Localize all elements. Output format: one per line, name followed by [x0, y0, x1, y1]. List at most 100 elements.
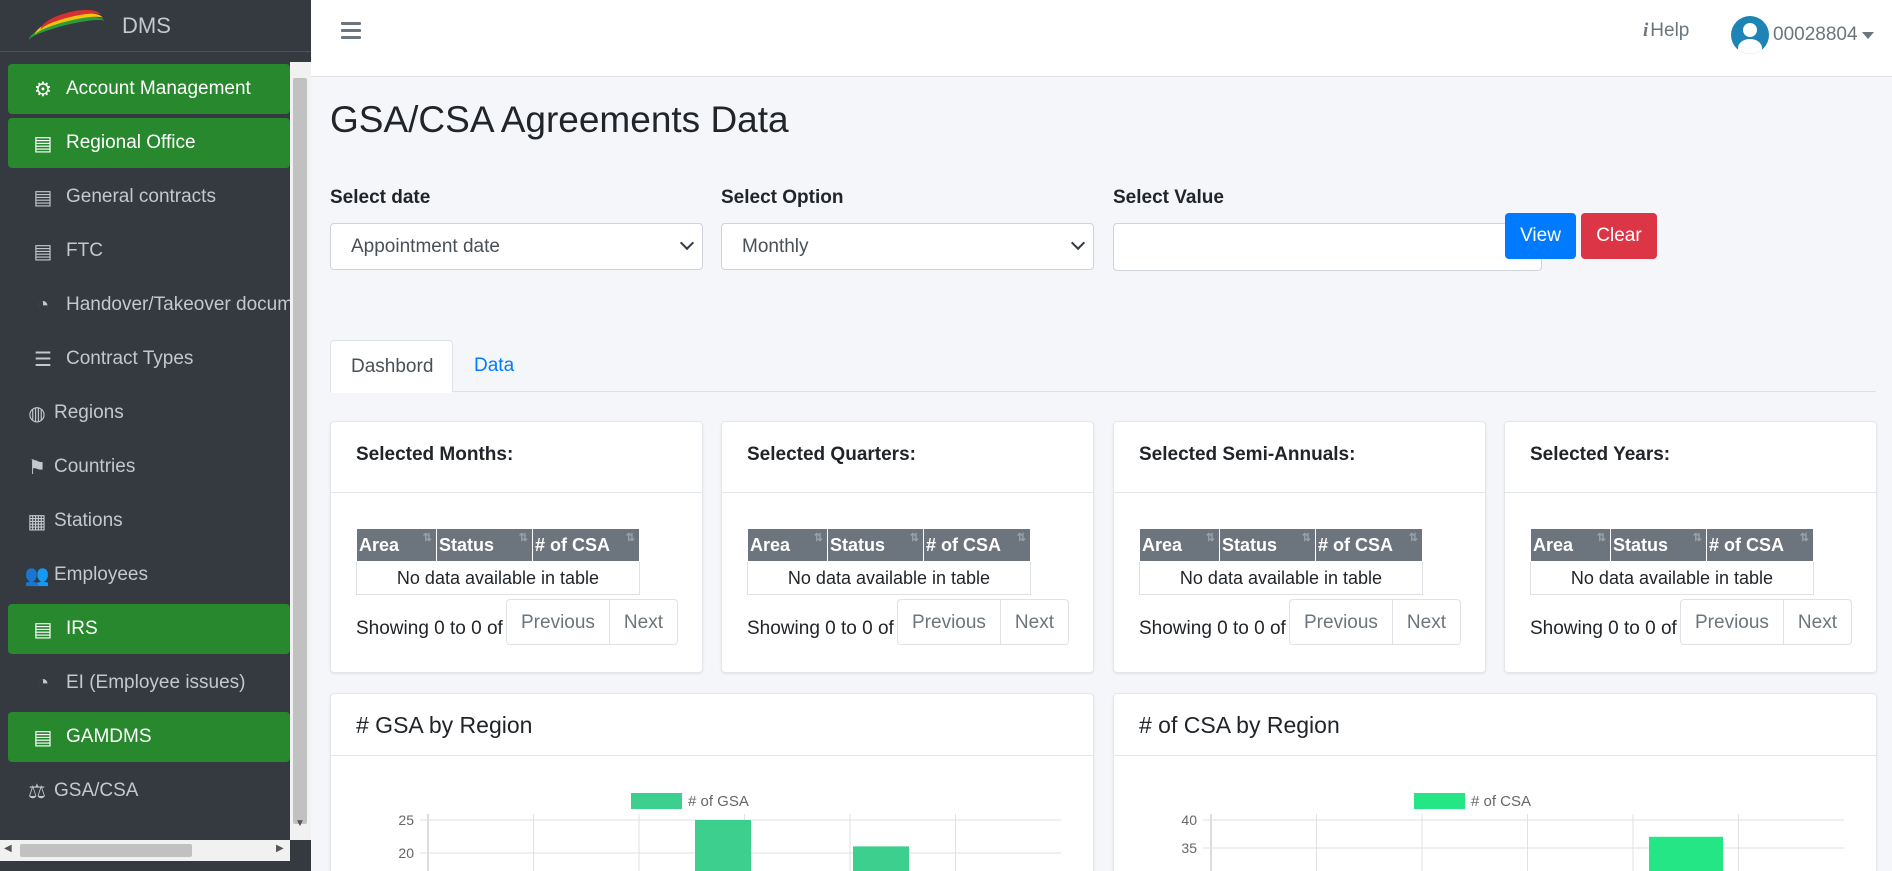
book-icon: ▤ [33, 240, 53, 263]
select-option-dropdown[interactable]: Monthly [721, 223, 1094, 270]
summary-table: Area ⇅ Status ⇅ # of CSA ⇅ No data availabl… [747, 528, 1031, 595]
column-header-area[interactable]: Area ⇅ [747, 528, 828, 562]
table-info: Showing 0 to 0 of 0 entries [356, 618, 526, 639]
next-button[interactable]: Next [1782, 600, 1851, 644]
sort-icon: ⇅ [1692, 532, 1702, 544]
sidebar-item-label: Handover/Takeover documents [66, 294, 290, 315]
column-header-status[interactable]: Status ⇅ [1219, 528, 1316, 562]
column-label: Area [750, 534, 791, 555]
sidebar-item-employees[interactable]: 👥 Employees [8, 550, 290, 600]
y-tick-label: 40 [1181, 812, 1197, 828]
column-header-area[interactable]: Area ⇅ [1139, 528, 1220, 562]
previous-button[interactable]: Previous [1304, 612, 1378, 633]
sidebar: DMS ⚙ Account Management ▤ Regional Office ▤… [0, 0, 311, 871]
sort-icon: ⇅ [422, 532, 432, 544]
help-link[interactable]: i Help [1643, 20, 1689, 42]
y-tick-label: 20 [398, 845, 414, 861]
sidebar-item-account-management[interactable]: ⚙ Account Management [8, 64, 290, 114]
sidebar-item-label: GSA/CSA [54, 780, 139, 801]
select-value-input[interactable] [1113, 223, 1542, 271]
column-header-area[interactable]: Area ⇅ [356, 528, 437, 562]
sidebar-nav: ⚙ Account Management ▤ Regional Office ▤ Gene… [0, 52, 311, 816]
sidebar-item-gamdms[interactable]: ▤ GAMDMS [8, 712, 290, 762]
summary-card: Selected Quarters: Area ⇅ Status ⇅ # of CS… [721, 421, 1094, 673]
user-menu[interactable]: 00028804 [1731, 16, 1874, 54]
sidebar-vertical-scrollbar[interactable]: ▼ [290, 62, 311, 840]
pagination: Previous Next [1289, 599, 1461, 645]
scroll-right-arrow-icon[interactable]: ▶ [276, 843, 284, 854]
sidebar-item-label: Regions [54, 402, 124, 423]
brand[interactable]: DMS [0, 0, 311, 52]
info-icon: i [1643, 20, 1649, 41]
clear-button[interactable]: Clear [1581, 213, 1657, 259]
previous-button[interactable]: Previous [912, 612, 986, 633]
column-label: Area [1142, 534, 1183, 555]
column-label: Area [359, 534, 400, 555]
gsa-chart-title: # GSA by Region [331, 694, 1093, 756]
gsa-by-region-chart: # of GSA 25 20 [398, 793, 1061, 871]
pagination: Previous Next [897, 599, 1069, 645]
sidebar-item-stations[interactable]: ▦ Stations [8, 496, 290, 546]
empty-table-message: No data available in table [747, 561, 1031, 595]
sidebar-item-regional-office[interactable]: ▤ Regional Office [8, 118, 290, 168]
column-header-status[interactable]: Status ⇅ [1610, 528, 1707, 562]
next-button[interactable]: Next [999, 600, 1068, 644]
table-info: Showing 0 to 0 of 0 entries [1530, 618, 1700, 639]
column-header-status[interactable]: Status ⇅ [436, 528, 533, 562]
summary-card: Selected Years: Area ⇅ Status ⇅ # of CSA ⇅ … [1504, 421, 1877, 673]
summary-table: Area ⇅ Status ⇅ # of CSA ⇅ No data availabl… [1530, 528, 1814, 595]
sidebar-horizontal-scrollbar[interactable]: ◀ ▶ [0, 840, 290, 861]
sidebar-item-countries[interactable]: ⚑ Countries [8, 442, 290, 492]
sidebar-item-label: FTC [66, 240, 103, 261]
column-header-area[interactable]: Area ⇅ [1530, 528, 1611, 562]
select-value-label: Select Value [1113, 187, 1224, 208]
menu-toggle-icon[interactable] [341, 22, 361, 40]
column-header-csa-count[interactable]: # of CSA ⇅ [532, 528, 640, 562]
brand-logo [24, 4, 108, 51]
balance-scale-icon: ⚖ [28, 780, 46, 803]
sidebar-item-contract-types[interactable]: ☰ Contract Types [8, 334, 290, 384]
column-header-status[interactable]: Status ⇅ [827, 528, 924, 562]
select-date-dropdown[interactable]: Appointment date [330, 223, 703, 270]
table-info: Showing 0 to 0 of 0 entries [1139, 618, 1309, 639]
sort-icon: ⇅ [1596, 532, 1606, 544]
sidebar-hscroll-thumb[interactable] [20, 844, 192, 857]
column-header-csa-count[interactable]: # of CSA ⇅ [1315, 528, 1423, 562]
sidebar-item-label: Regional Office [66, 132, 196, 153]
column-label: Area [1533, 534, 1574, 555]
column-header-csa-count[interactable]: # of CSA ⇅ [923, 528, 1031, 562]
column-label: Status [830, 534, 886, 555]
sidebar-item-regions[interactable]: ◍ Regions [8, 388, 290, 438]
bar [1649, 836, 1723, 871]
sidebar-item-general-contracts[interactable]: ▤ General contracts [8, 172, 290, 222]
column-header-csa-count[interactable]: # of CSA ⇅ [1706, 528, 1814, 562]
scroll-left-arrow-icon[interactable]: ◀ [4, 843, 12, 854]
summary-card-title: Selected Semi-Annuals: [1114, 422, 1485, 493]
tab-data[interactable]: Data [474, 355, 515, 376]
caret-down-icon [1861, 31, 1874, 39]
sidebar-item-ei-employee-issues[interactable]: ◔ EI (Employee issues) [8, 658, 290, 708]
sidebar-item-irs[interactable]: ▤ IRS [8, 604, 290, 654]
previous-button[interactable]: Previous [1695, 612, 1769, 633]
column-label: # of CSA [926, 534, 1002, 555]
empty-table-message: No data available in table [1530, 561, 1814, 595]
users-icon: 👥 [24, 564, 50, 587]
book-icon: ▤ [33, 726, 53, 749]
summary-table: Area ⇅ Status ⇅ # of CSA ⇅ No data availabl… [1139, 528, 1423, 595]
sort-icon: ⇅ [1408, 532, 1418, 544]
sidebar-item-gsa-csa[interactable]: ⚖ GSA/CSA [8, 766, 290, 816]
tab-dashboard[interactable]: Dashbord [330, 340, 453, 393]
next-button[interactable]: Next [608, 600, 677, 644]
gsa-by-region-card: # GSA by Region # of GSA 25 20 [330, 693, 1094, 871]
next-button[interactable]: Next [1391, 600, 1460, 644]
scroll-down-arrow-icon[interactable]: ▼ [295, 818, 305, 829]
previous-button[interactable]: Previous [521, 612, 595, 633]
sidebar-scroll-thumb[interactable] [293, 78, 307, 824]
sort-icon: ⇅ [625, 532, 635, 544]
chevron-down-icon [679, 235, 695, 251]
view-button[interactable]: View [1505, 213, 1576, 259]
sidebar-item-ftc[interactable]: ▤ FTC [8, 226, 290, 276]
sidebar-item-handover-takeover-documents[interactable]: ◔ Handover/Takeover documents [8, 280, 290, 330]
sidebar-item-label: Countries [54, 456, 136, 477]
sort-icon: ⇅ [1016, 532, 1026, 544]
